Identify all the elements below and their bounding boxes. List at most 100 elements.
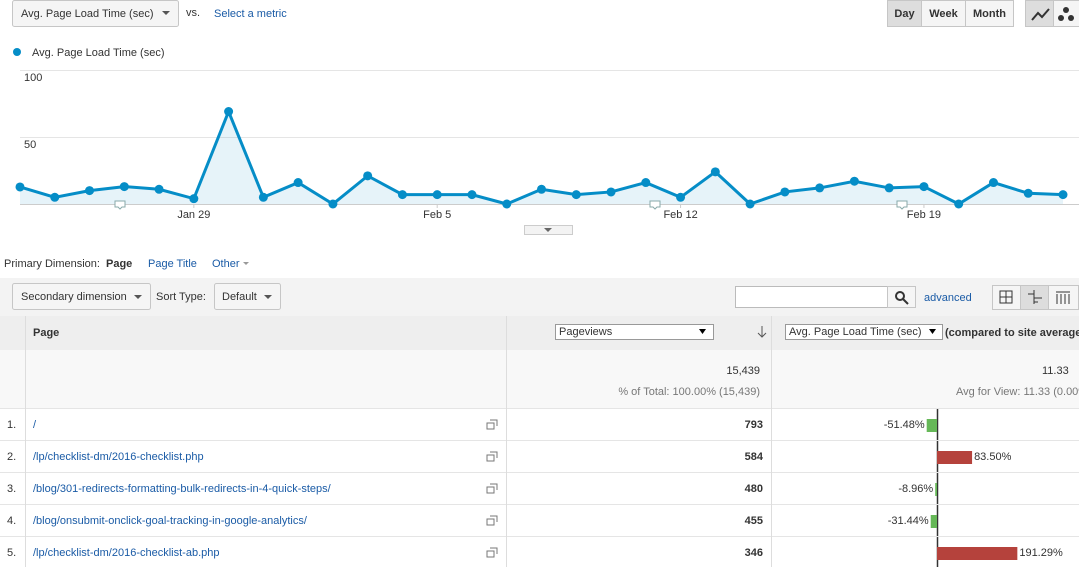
point [258, 192, 268, 202]
point [641, 178, 651, 188]
column-avg: Avg. Page Load Time (sec) [789, 326, 921, 338]
legend-label: Avg. Page Load Time (sec) [32, 47, 164, 59]
point [224, 107, 234, 117]
compare-link[interactable]: Select a metric [214, 8, 287, 20]
metric-select[interactable] [785, 324, 943, 340]
point [815, 183, 825, 193]
point [328, 199, 338, 209]
page-link[interactable]: /lp/checklist-dm/2016-checklist.php [33, 451, 204, 463]
search-icon [895, 291, 905, 301]
point [710, 167, 720, 177]
point [397, 190, 407, 200]
dropdown-arrow [134, 295, 142, 299]
point [293, 178, 303, 188]
column-compare: (compared to site average) [945, 327, 1079, 339]
page-link[interactable]: /lp/checklist-dm/2016-checklist-ab.php [33, 547, 219, 559]
month-button[interactable] [965, 0, 1014, 27]
metric-dropdown[interactable] [12, 0, 179, 27]
dimension-other[interactable]: Other [212, 258, 240, 270]
point [676, 192, 686, 202]
pivot-icon [1056, 291, 1070, 304]
search-box[interactable] [735, 286, 888, 308]
secondary-dropdown[interactable] [12, 283, 151, 310]
pivot-view-button[interactable] [1048, 285, 1079, 310]
compare-label: -31.44% [888, 515, 929, 527]
point [1058, 190, 1068, 200]
open-icon [486, 483, 498, 494]
point [537, 184, 546, 194]
bubble-icon [1063, 7, 1069, 13]
chart: 50 100 Jan 29 Feb 5 Feb 12 Feb 19 [15, 70, 1079, 221]
period-day: Day [894, 8, 915, 20]
total-avg: 11.33 [1042, 365, 1069, 377]
point [988, 178, 998, 188]
open-icon [486, 547, 498, 558]
dimension-page[interactable]: Page [106, 258, 132, 270]
pageviews-select[interactable] [555, 324, 714, 340]
page-link[interactable]: /blog/301-redirects-formatting-bulk-redi… [33, 483, 332, 495]
compare-label: 191.29% [1019, 547, 1063, 559]
x-tick-label: Jan 29 [177, 209, 210, 221]
pageviews: 346 [745, 547, 763, 559]
pageviews: 480 [745, 483, 763, 495]
line-chart-button[interactable] [1025, 0, 1054, 27]
page-link[interactable]: / [33, 419, 37, 431]
compare-label: -8.96% [898, 483, 933, 495]
point [571, 190, 581, 200]
point [432, 190, 442, 200]
annotation-icon [114, 200, 126, 210]
motion-chart-button[interactable] [1053, 0, 1079, 27]
sort-dropdown[interactable] [214, 283, 281, 310]
vs-label: vs. [186, 7, 200, 19]
table-body: 1. / 793 -51.48% 2. /lp/checklist-dm/2016-che… [0, 408, 1079, 567]
row-index: 2. [7, 451, 16, 463]
week-button[interactable] [921, 0, 966, 27]
point [884, 183, 894, 193]
y-tick-label: 100 [24, 72, 42, 84]
metric-label: Avg. Page Load Time (sec) [21, 8, 153, 20]
point [606, 187, 616, 197]
point [467, 190, 477, 200]
area [20, 111, 1063, 204]
day-button[interactable] [887, 0, 922, 27]
point [119, 182, 129, 192]
totals-row [0, 350, 1079, 408]
point [1023, 188, 1033, 198]
dropdown-arrow [162, 11, 170, 15]
point [780, 187, 790, 197]
period-month: Month [973, 8, 1006, 20]
advanced-link[interactable]: advanced [924, 292, 972, 304]
select-arrow [929, 329, 936, 334]
annotation-icon [649, 200, 661, 210]
other-arrow [243, 262, 249, 265]
sort-arrow [757, 326, 767, 338]
compare-bar [930, 515, 937, 528]
compare-bar [937, 547, 1018, 560]
secondary-label: Secondary dimension [21, 291, 127, 303]
page-link[interactable]: /blog/onsubmit-onclick-goal-tracking-in-… [33, 515, 308, 527]
expand-arrow [544, 228, 552, 232]
point [189, 194, 199, 204]
row-index: 1. [7, 419, 16, 431]
point [50, 192, 60, 202]
open-icon [486, 419, 498, 430]
point [154, 184, 164, 194]
compare-label: 83.50% [974, 451, 1012, 463]
x-tick-label: Feb 5 [423, 209, 451, 221]
dimension-page-title[interactable]: Page Title [148, 258, 197, 270]
point [849, 176, 859, 186]
compare-icon [1028, 290, 1042, 304]
period-week: Week [929, 8, 958, 20]
open-icon [486, 451, 498, 462]
total-pageviews: 15,439 [726, 365, 760, 377]
compare-label: -51.48% [884, 419, 925, 431]
search-button[interactable] [887, 286, 916, 308]
point [745, 199, 755, 209]
column-page: Page [33, 327, 59, 339]
point [85, 186, 95, 196]
point [363, 171, 373, 181]
row-index: 5. [7, 547, 16, 559]
row-index: 4. [7, 515, 16, 527]
column-separators [25, 316, 772, 567]
